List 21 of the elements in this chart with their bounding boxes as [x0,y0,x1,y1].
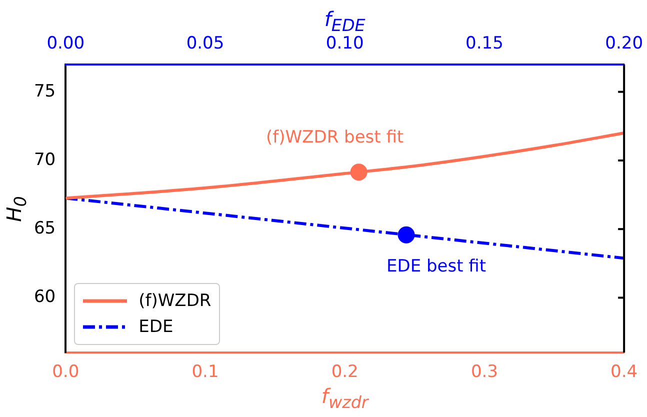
x2-tick-label: 0.00 [46,34,85,54]
x-tick-label: 0.3 [470,362,498,382]
legend-label: (f)WZDR [138,290,212,311]
x-tick-label: 0.2 [331,362,358,382]
x2-tick-label: 0.05 [186,34,224,54]
x-tick-label: 0.1 [192,362,219,382]
y-tick-label: 60 [34,287,56,308]
x2-tick-label: 0.15 [466,34,504,54]
x-tick-label: 0.4 [610,362,638,382]
y-tick-label: 70 [34,150,56,170]
annotation: (f)WZDR best fit [266,128,404,148]
y-tick-label: 65 [34,218,56,239]
x2-tick-label: 0.20 [605,34,644,54]
y-tick-label: 75 [34,81,56,102]
x-tick-label: 0.0 [52,362,80,382]
x-axis-title: f$_{wzdr}$ [321,384,368,412]
x2-tick-label: 0.10 [326,34,364,54]
line-series [66,132,624,200]
annotation: EDE best fit [386,256,486,276]
legend-label: EDE [138,316,174,337]
x2-axis-title: f$_{EDE}$ [324,7,366,36]
